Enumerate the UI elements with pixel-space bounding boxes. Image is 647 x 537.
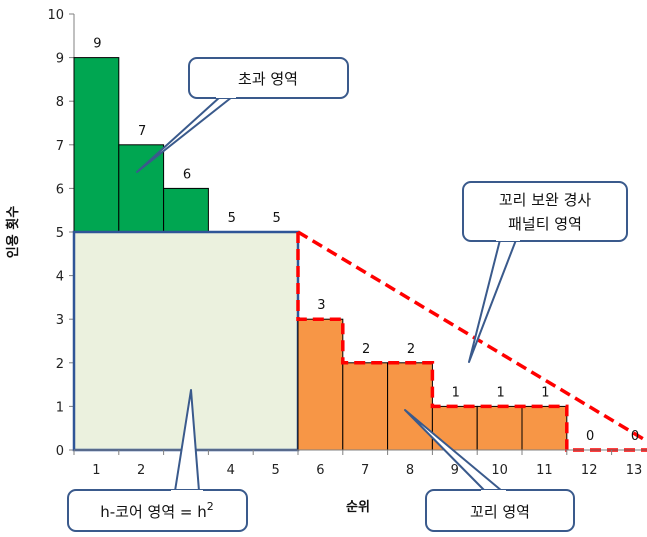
- bar-label-3: 6: [183, 167, 191, 182]
- bar-tail-8: [387, 362, 433, 451]
- y-tick-label-10: 10: [47, 8, 64, 23]
- h-core-region: [72, 230, 300, 452]
- bar-label-5: 5: [272, 211, 280, 226]
- callout-core: h-코어 영역 = h2: [67, 389, 248, 532]
- y-tick-label-1: 1: [56, 400, 64, 415]
- bar-label-2: 7: [138, 124, 146, 139]
- bar-label-11: 1: [541, 385, 549, 400]
- x-tick-label-5: 5: [271, 463, 279, 478]
- x-tick-label-2: 2: [137, 463, 145, 478]
- callout-tail-pointer-mask: [481, 490, 506, 493]
- callout-excess-text: 초과 영역: [238, 70, 298, 88]
- bar-value-labels: 9 7 6 5 5 3 2 2 1 1 1 0 0: [93, 37, 639, 444]
- x-tick-label-13: 13: [626, 463, 643, 478]
- callout-excess: 초과 영역: [136, 57, 349, 173]
- callout-penalty-box: [462, 181, 628, 242]
- callout-core-pointer-mask: [171, 490, 203, 493]
- callout-tail: 꼬리 영역: [404, 409, 575, 532]
- callout-penalty-text-line1: 꼬리 보완 경사: [499, 191, 592, 209]
- x-axis-title: 순위: [346, 500, 370, 515]
- x-tick-label-10: 10: [491, 463, 508, 478]
- callout-penalty-pointer: [468, 239, 517, 363]
- bar-excess-1: [73, 57, 120, 233]
- bar-excess-2: [118, 144, 165, 233]
- y-tick-label-3: 3: [56, 313, 64, 328]
- excess-bars: [73, 57, 209, 233]
- x-tick-label-11: 11: [536, 463, 553, 478]
- x-tick-label-8: 8: [406, 463, 414, 478]
- bar-label-10: 1: [496, 385, 504, 400]
- x-tick-label-6: 6: [316, 463, 324, 478]
- callout-core-text: h-코어 영역 = h2: [100, 500, 214, 521]
- callout-core-text-main: h-코어 영역 = h: [100, 503, 207, 521]
- bar-label-12: 0: [586, 429, 594, 444]
- callout-excess-box: [188, 57, 349, 99]
- x-tick-label-12: 12: [581, 463, 598, 478]
- callout-excess-pointer: [136, 96, 233, 173]
- bar-label-8: 2: [407, 342, 415, 357]
- callout-core-box: [67, 489, 248, 532]
- bar-label-6: 3: [317, 298, 325, 313]
- bar-tail-11: [521, 405, 568, 451]
- bar-label-1: 9: [93, 37, 101, 52]
- callout-penalty-text-line2: 패널티 영역: [508, 215, 582, 233]
- callout-penalty: 꼬리 보완 경사 패널티 영역: [462, 181, 628, 363]
- y-tick-label-4: 4: [56, 270, 64, 285]
- bar-tail-6: [297, 318, 344, 451]
- y-tick-label-5: 5: [56, 226, 64, 241]
- y-tick-label-0: 0: [56, 444, 64, 459]
- x-tick-label-9: 9: [451, 463, 459, 478]
- tail-bars: [297, 318, 568, 451]
- callout-tail-text: 꼬리 영역: [470, 503, 530, 521]
- x-tick-label-7: 7: [361, 463, 369, 478]
- callout-penalty-pointer-mask: [496, 238, 520, 241]
- callout-core-text-sup: 2: [207, 500, 214, 513]
- bar-tail-7: [342, 362, 389, 451]
- y-tick-label-7: 7: [56, 139, 64, 154]
- bar-excess-3: [163, 187, 209, 233]
- x-axis: 12345678910111213: [73, 449, 647, 478]
- y-tick-label-2: 2: [56, 357, 64, 372]
- y-tick-label-6: 6: [56, 182, 64, 197]
- x-tick-label-1: 1: [92, 463, 100, 478]
- bar-label-9: 1: [452, 385, 460, 400]
- x-tick-label-4: 4: [227, 463, 235, 478]
- y-tick-label-8: 8: [56, 95, 64, 110]
- y-axis: 0 1 2 3 4 5 6 7 8 9 10: [47, 8, 75, 459]
- bar-tail-10: [476, 405, 523, 451]
- bar-label-4: 5: [228, 211, 236, 226]
- y-axis-title: 인용 횟수: [5, 206, 21, 258]
- callout-excess-pointer-mask: [216, 95, 236, 98]
- bar-label-13: 0: [631, 429, 639, 444]
- bar-label-7: 2: [362, 342, 370, 357]
- y-tick-label-9: 9: [56, 52, 64, 67]
